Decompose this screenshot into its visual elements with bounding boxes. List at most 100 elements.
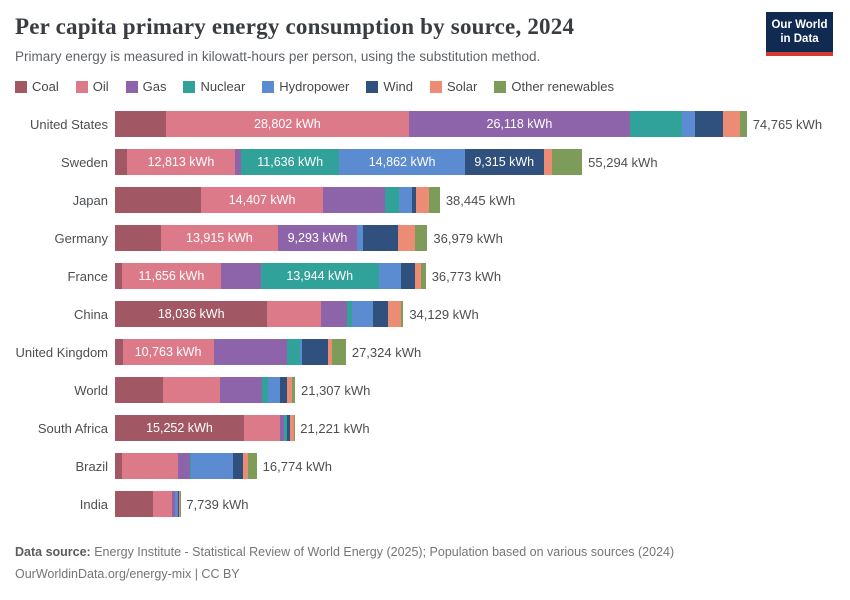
bar-segment-other-renewables[interactable] <box>428 187 440 213</box>
bar-segment-nuclear[interactable] <box>262 377 269 403</box>
bar-segment-hydropower[interactable] <box>175 491 178 517</box>
bar-segment-gas[interactable] <box>213 339 288 365</box>
bar-segment-coal[interactable] <box>115 187 202 213</box>
bar-segment-other-renewables[interactable] <box>414 225 428 251</box>
bar-segment-coal[interactable] <box>115 111 166 137</box>
bar-segment-oil[interactable]: 11,656 kWh <box>122 263 221 289</box>
bar-segment-solar[interactable] <box>242 453 248 479</box>
bar-segment-coal[interactable] <box>115 339 123 365</box>
data-source-label: Data source: <box>15 545 91 560</box>
segment-value-label: 18,036 kWh <box>157 307 225 321</box>
bar-segment-coal[interactable] <box>115 453 122 479</box>
bar-segment-oil[interactable] <box>267 301 322 327</box>
bar-segment-wind[interactable] <box>362 225 398 251</box>
bar-segment-gas[interactable] <box>321 301 347 327</box>
license-line: OurWorldinData.org/energy-mix | CC BY <box>15 567 240 582</box>
bar-segment-hydropower[interactable]: 14,862 kWh <box>339 149 465 175</box>
bar-segment-hydropower[interactable] <box>268 377 280 403</box>
bar-segment-hydropower[interactable] <box>356 225 363 251</box>
bar-segment-solar[interactable] <box>178 491 181 517</box>
bar-segment-coal[interactable] <box>115 263 123 289</box>
bar-segment-hydropower[interactable] <box>351 301 374 327</box>
bar-segment-wind[interactable]: 9,315 kWh <box>464 149 544 175</box>
bar-segment-gas[interactable] <box>322 187 385 213</box>
bar-segment-oil[interactable] <box>121 453 179 479</box>
bar-segment-coal[interactable] <box>115 377 163 403</box>
bar-segment-coal[interactable]: 18,036 kWh <box>115 301 268 327</box>
bar-segment-other-renewables[interactable] <box>420 263 426 289</box>
bar-segment-gas[interactable] <box>178 453 191 479</box>
bar-segment-wind[interactable] <box>287 415 290 441</box>
bar-segment-wind[interactable] <box>694 111 723 137</box>
bar-segment-hydropower[interactable] <box>398 187 413 213</box>
bar-segment-gas[interactable] <box>220 377 263 403</box>
bar-segment-gas[interactable]: 26,118 kWh <box>409 111 630 137</box>
bar-segment-nuclear[interactable]: 11,636 kWh <box>241 149 340 175</box>
row-label: Sweden <box>61 154 108 170</box>
chart-row: India 7,739 kWh <box>15 491 834 517</box>
bar-segment-oil[interactable]: 12,813 kWh <box>126 149 236 175</box>
bar-segment-other-renewables[interactable] <box>552 149 583 175</box>
bar-segment-nuclear[interactable] <box>283 415 287 441</box>
segment-value-label: 28,802 kWh <box>254 117 321 131</box>
legend-swatch-icon <box>75 80 88 93</box>
bar-segment-coal[interactable]: 15,252 kWh <box>115 415 244 441</box>
legend-swatch-icon <box>262 80 275 93</box>
bar-segment-solar[interactable] <box>414 263 421 289</box>
bar-segment-wind[interactable] <box>233 453 243 479</box>
bar-segment-nuclear[interactable] <box>384 187 399 213</box>
bar-segment-gas[interactable] <box>220 263 261 289</box>
bar-segment-other-renewables[interactable] <box>401 301 404 327</box>
bar-segment-coal[interactable] <box>115 225 161 251</box>
row-label: Japan <box>72 192 108 208</box>
legend-swatch-icon <box>183 80 196 93</box>
bar-segment-wind[interactable] <box>412 187 416 213</box>
bar-segment-wind[interactable] <box>279 377 287 403</box>
bar-segment-nuclear[interactable] <box>174 491 176 517</box>
bar-segment-gas[interactable] <box>171 491 175 517</box>
bar-segment-hydropower[interactable] <box>191 453 234 479</box>
bar-segment-nuclear[interactable]: 13,944 kWh <box>260 263 379 289</box>
bar-segment-gas[interactable] <box>235 149 241 175</box>
bar-segment-wind[interactable] <box>400 263 415 289</box>
chart-row: United Kingdom 10,763 kWh 27,324 kWh <box>15 339 834 365</box>
bar-segment-nuclear[interactable] <box>287 339 300 365</box>
chart-row: Japan 14,407 kWh 38,445 kWh <box>15 187 834 213</box>
bar-segment-oil[interactable] <box>152 491 172 517</box>
bar-segment-nuclear[interactable] <box>346 301 352 327</box>
bar-segment-other-renewables[interactable] <box>247 453 257 479</box>
bar-segment-coal[interactable] <box>115 491 153 517</box>
bar-segment-oil[interactable] <box>162 377 221 403</box>
bar-segment-wind[interactable] <box>301 339 328 365</box>
bar-segment-hydropower[interactable] <box>378 263 401 289</box>
bar-segment-other-renewables[interactable] <box>292 377 295 403</box>
bar-segment-oil[interactable]: 28,802 kWh <box>165 111 410 137</box>
bar-segment-nuclear[interactable] <box>629 111 683 137</box>
bar-segment-hydropower[interactable] <box>299 339 302 365</box>
bar-segment-solar[interactable] <box>387 301 402 327</box>
bar-segment-solar[interactable] <box>722 111 741 137</box>
bar-segment-solar[interactable] <box>543 149 553 175</box>
bar-segment-solar[interactable] <box>327 339 332 365</box>
bar-segment-oil[interactable]: 10,763 kWh <box>122 339 214 365</box>
row-total-label: 34,129 kWh <box>409 306 479 322</box>
bar-segment-hydropower[interactable] <box>682 111 695 137</box>
bar-segment-wind[interactable] <box>177 491 179 517</box>
bar-segment-other-renewables[interactable] <box>293 415 295 441</box>
row-total-label: 21,307 kWh <box>301 382 371 398</box>
bar-segment-other-renewables[interactable] <box>740 111 747 137</box>
bar-segment-solar[interactable] <box>286 377 293 403</box>
bar-segment-oil[interactable]: 13,915 kWh <box>160 225 279 251</box>
bar-segment-other-renewables[interactable] <box>331 339 346 365</box>
bar-segment-nuclear[interactable] <box>190 453 192 479</box>
bar-segment-oil[interactable]: 14,407 kWh <box>201 187 323 213</box>
bar-segment-gas[interactable]: 9,293 kWh <box>278 225 357 251</box>
bar-segment-oil[interactable] <box>243 415 281 441</box>
bar-segment-wind[interactable] <box>373 301 388 327</box>
bar-segment-solar[interactable] <box>415 187 429 213</box>
bar-segment-solar[interactable] <box>289 415 294 441</box>
legend-label: Solar <box>447 79 478 94</box>
bar-segment-solar[interactable] <box>397 225 415 251</box>
bar-segment-coal[interactable] <box>115 149 127 175</box>
bar-segment-gas[interactable] <box>280 415 284 441</box>
